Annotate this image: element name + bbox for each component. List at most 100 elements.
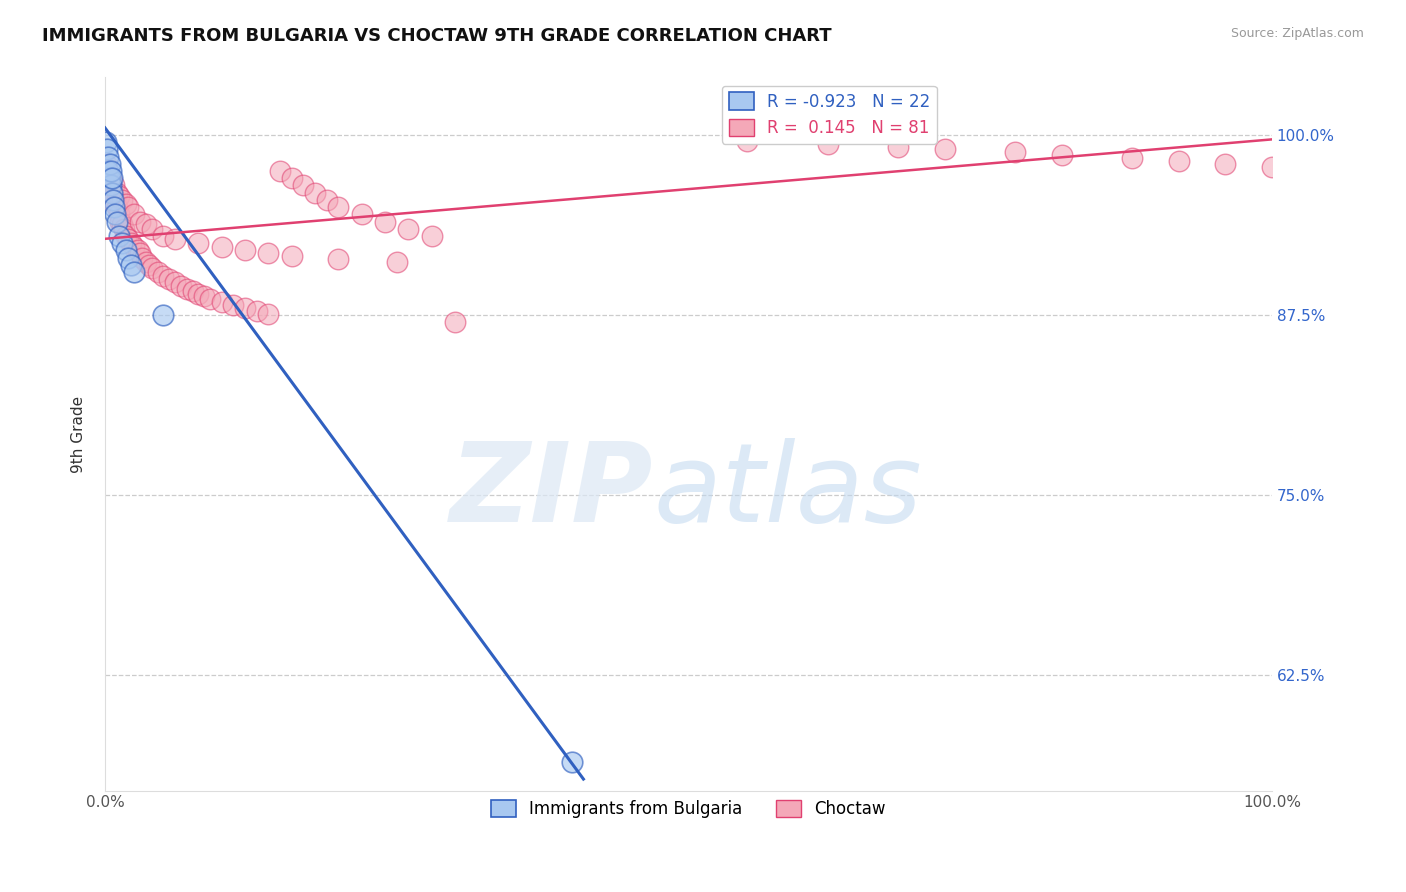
Point xyxy=(122,207,145,221)
Point xyxy=(350,207,373,221)
Point xyxy=(98,157,121,171)
Point xyxy=(97,150,120,164)
Point xyxy=(117,251,139,265)
Point xyxy=(105,200,128,214)
Y-axis label: 9th Grade: 9th Grade xyxy=(72,395,86,473)
Point xyxy=(129,214,152,228)
Point xyxy=(735,134,758,148)
Point xyxy=(96,135,118,149)
Point xyxy=(98,171,121,186)
Point xyxy=(385,255,408,269)
Point xyxy=(101,186,124,200)
Point xyxy=(96,157,118,171)
Point xyxy=(108,207,131,221)
Point xyxy=(444,315,467,329)
Point xyxy=(120,236,142,251)
Legend: Immigrants from Bulgaria, Choctaw: Immigrants from Bulgaria, Choctaw xyxy=(485,794,893,825)
Point xyxy=(100,164,122,178)
Point xyxy=(103,178,125,193)
Point xyxy=(152,308,174,322)
Point xyxy=(108,214,131,228)
Point xyxy=(1261,160,1284,174)
Text: ZIP: ZIP xyxy=(450,438,654,545)
Point xyxy=(157,272,180,286)
Point xyxy=(97,186,120,200)
Point xyxy=(127,244,149,258)
Point xyxy=(115,197,138,211)
Point xyxy=(97,164,120,178)
Point xyxy=(115,228,138,243)
Point xyxy=(97,171,120,186)
Point xyxy=(135,218,157,232)
Point xyxy=(100,171,122,186)
Point xyxy=(246,303,269,318)
Point xyxy=(163,232,186,246)
Point xyxy=(112,221,135,235)
Point xyxy=(280,171,302,186)
Point xyxy=(152,269,174,284)
Point xyxy=(111,236,134,251)
Point xyxy=(100,193,122,207)
Point xyxy=(328,252,350,266)
Point xyxy=(96,164,118,178)
Point xyxy=(141,221,163,235)
Point xyxy=(257,307,280,321)
Point xyxy=(141,260,163,275)
Point xyxy=(1004,145,1026,160)
Point xyxy=(111,218,134,232)
Point xyxy=(304,186,326,200)
Point xyxy=(292,178,315,193)
Point xyxy=(146,265,169,279)
Point xyxy=(233,301,256,315)
Point xyxy=(561,755,583,769)
Point xyxy=(233,244,256,258)
Point xyxy=(117,200,139,214)
Point xyxy=(104,207,127,221)
Point xyxy=(187,236,209,251)
Point xyxy=(176,282,198,296)
Point xyxy=(152,228,174,243)
Point xyxy=(103,193,125,207)
Point xyxy=(103,200,125,214)
Point xyxy=(1121,151,1143,165)
Point xyxy=(105,214,128,228)
Point xyxy=(420,228,443,243)
Point xyxy=(129,246,152,260)
Point xyxy=(131,251,153,265)
Point xyxy=(101,186,124,200)
Point xyxy=(1167,153,1189,168)
Point xyxy=(817,136,839,151)
Point xyxy=(100,178,122,193)
Point xyxy=(101,171,124,186)
Point xyxy=(257,246,280,260)
Point xyxy=(315,193,337,207)
Point xyxy=(211,240,233,254)
Point xyxy=(108,188,131,202)
Point xyxy=(163,275,186,289)
Point xyxy=(117,232,139,246)
Point xyxy=(222,298,245,312)
Point xyxy=(98,178,121,193)
Point xyxy=(1213,157,1236,171)
Point xyxy=(328,200,350,214)
Point xyxy=(104,197,127,211)
Point xyxy=(211,295,233,310)
Text: atlas: atlas xyxy=(654,438,922,545)
Text: IMMIGRANTS FROM BULGARIA VS CHOCTAW 9TH GRADE CORRELATION CHART: IMMIGRANTS FROM BULGARIA VS CHOCTAW 9TH … xyxy=(42,27,832,45)
Point xyxy=(269,164,291,178)
Point xyxy=(135,255,157,269)
Point xyxy=(198,293,221,307)
Point xyxy=(187,286,209,301)
Point xyxy=(374,214,396,228)
Point xyxy=(181,284,204,298)
Point xyxy=(934,143,956,157)
Point xyxy=(122,240,145,254)
Text: Source: ZipAtlas.com: Source: ZipAtlas.com xyxy=(1230,27,1364,40)
Point xyxy=(101,193,124,207)
Point xyxy=(887,139,910,153)
Point xyxy=(120,258,142,272)
Point xyxy=(122,265,145,279)
Point xyxy=(96,143,118,157)
Point xyxy=(170,279,193,293)
Point xyxy=(396,221,419,235)
